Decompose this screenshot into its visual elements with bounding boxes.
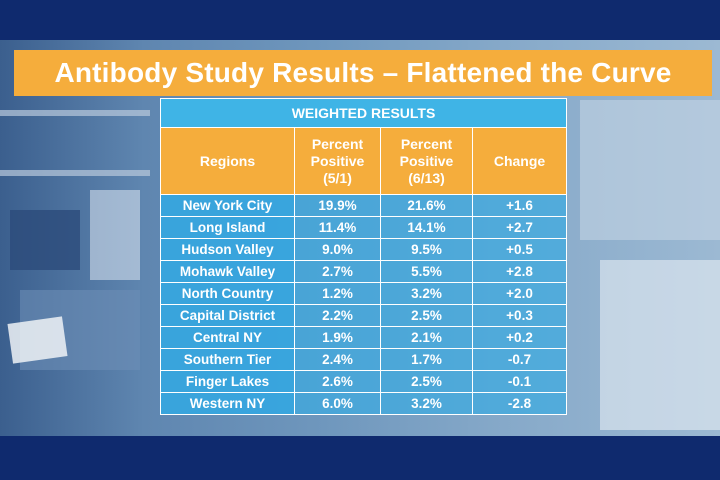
change-cell: -0.1 [471, 370, 568, 393]
change-cell: +2.7 [471, 216, 568, 239]
change-cell: +1.6 [471, 194, 568, 217]
title-banner: Antibody Study Results – Flattened the C… [14, 50, 712, 96]
column-header-percent-positive-5-1: Percent Positive (5/1) [294, 127, 381, 195]
header-line: Percent [311, 135, 364, 152]
change-cell: +2.0 [471, 282, 568, 305]
region-cell: Capital District [160, 304, 295, 327]
region-cell: Central NY [160, 326, 295, 349]
percent-6-13-cell: 1.7% [380, 348, 473, 371]
region-cell: Long Island [160, 216, 295, 239]
percent-5-1-cell: 6.0% [294, 392, 381, 415]
change-cell: -2.8 [471, 392, 568, 415]
percent-5-1-cell: 2.7% [294, 260, 381, 283]
percent-5-1-cell: 11.4% [294, 216, 381, 239]
lab-shelf [0, 110, 150, 116]
percent-5-1-cell: 1.2% [294, 282, 381, 305]
column-header-change: Change [471, 127, 568, 195]
table-row: New York City 19.9% 21.6% +1.6 [160, 194, 568, 217]
region-cell: Hudson Valley [160, 238, 295, 261]
percent-6-13-cell: 5.5% [380, 260, 473, 283]
table-row: Capital District 2.2% 2.5% +0.3 [160, 304, 568, 327]
header-line: (5/1) [323, 169, 352, 186]
table-row: Mohawk Valley 2.7% 5.5% +2.8 [160, 260, 568, 283]
percent-5-1-cell: 2.2% [294, 304, 381, 327]
paper-note [7, 316, 68, 364]
region-cell: New York City [160, 194, 295, 217]
change-cell: +0.3 [471, 304, 568, 327]
page-title: Antibody Study Results – Flattened the C… [54, 57, 672, 88]
change-cell: +0.5 [471, 238, 568, 261]
change-cell: -0.7 [471, 348, 568, 371]
lab-equipment [600, 260, 720, 430]
percent-5-1-cell: 9.0% [294, 238, 381, 261]
table-row: Western NY 6.0% 3.2% -2.8 [160, 392, 568, 415]
table-row: Southern Tier 2.4% 1.7% -0.7 [160, 348, 568, 371]
header-line: Percent [400, 135, 453, 152]
lab-shelf [0, 170, 150, 176]
weighted-results-header: WEIGHTED RESULTS [159, 98, 568, 128]
percent-5-1-cell: 19.9% [294, 194, 381, 217]
table-row: Central NY 1.9% 2.1% +0.2 [160, 326, 568, 349]
region-cell: Western NY [160, 392, 295, 415]
lab-equipment [580, 100, 720, 240]
table-row: Long Island 11.4% 14.1% +2.7 [160, 216, 568, 239]
percent-6-13-cell: 3.2% [380, 392, 473, 415]
column-header-percent-positive-6-13: Percent Positive (6/13) [380, 127, 473, 195]
lab-equipment [10, 210, 80, 270]
column-header-regions: Regions [160, 127, 295, 195]
table-row: Hudson Valley 9.0% 9.5% +0.5 [160, 238, 568, 261]
region-cell: Mohawk Valley [160, 260, 295, 283]
percent-6-13-cell: 2.5% [380, 370, 473, 393]
change-cell: +2.8 [471, 260, 568, 283]
percent-6-13-cell: 21.6% [380, 194, 473, 217]
table-row: North Country 1.2% 3.2% +2.0 [160, 282, 568, 305]
table-row: Finger Lakes 2.6% 2.5% -0.1 [160, 370, 568, 393]
region-cell: North Country [160, 282, 295, 305]
header-line: (6/13) [408, 169, 445, 186]
percent-6-13-cell: 9.5% [380, 238, 473, 261]
results-table: WEIGHTED RESULTS Regions Percent Positiv… [159, 98, 568, 415]
percent-6-13-cell: 2.5% [380, 304, 473, 327]
percent-5-1-cell: 2.6% [294, 370, 381, 393]
percent-5-1-cell: 1.9% [294, 326, 381, 349]
header-line: Positive [399, 152, 454, 169]
lab-equipment [90, 190, 140, 280]
region-cell: Finger Lakes [160, 370, 295, 393]
percent-6-13-cell: 3.2% [380, 282, 473, 305]
percent-6-13-cell: 2.1% [380, 326, 473, 349]
percent-5-1-cell: 2.4% [294, 348, 381, 371]
region-cell: Southern Tier [160, 348, 295, 371]
change-cell: +0.2 [471, 326, 568, 349]
header-line: Positive [310, 152, 365, 169]
percent-6-13-cell: 14.1% [380, 216, 473, 239]
